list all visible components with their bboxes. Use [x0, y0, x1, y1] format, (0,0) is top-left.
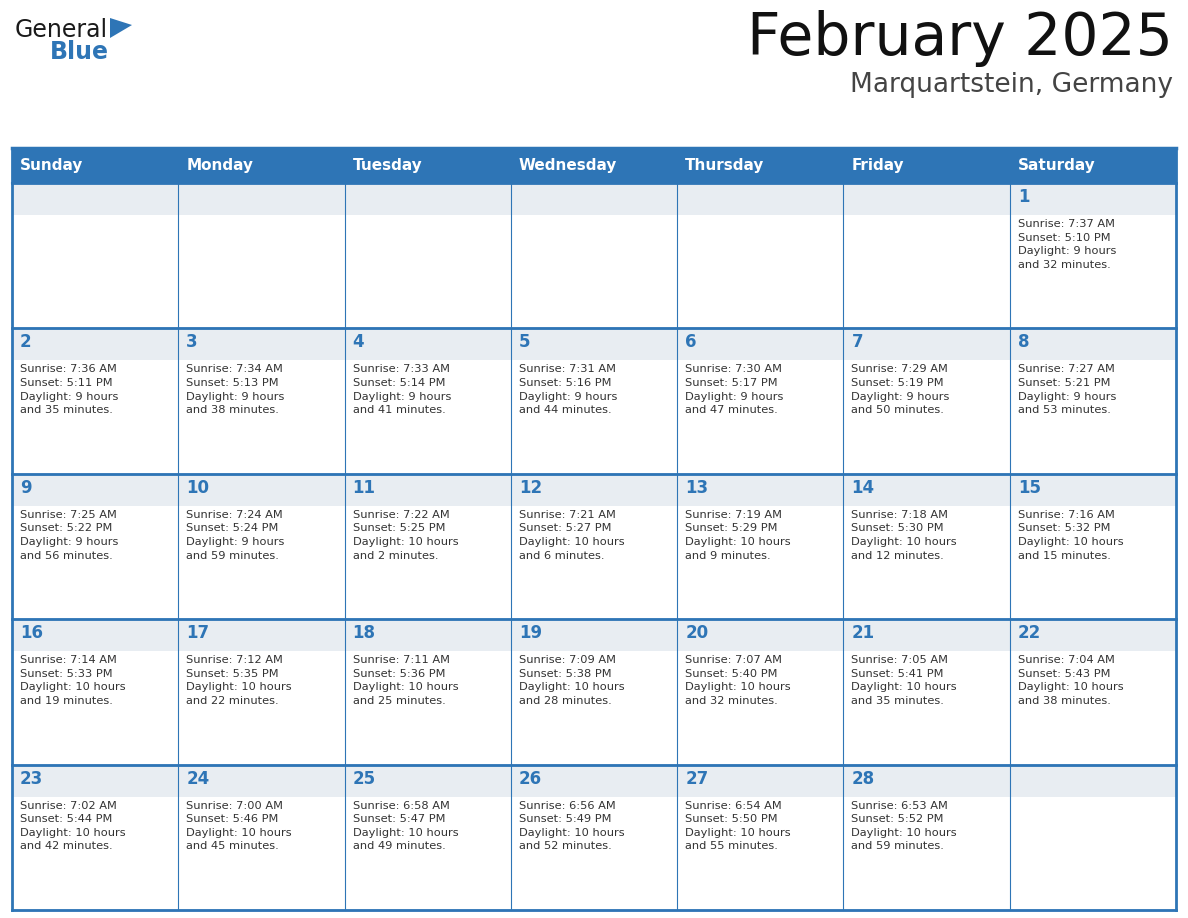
- Text: Sunrise: 7:12 AM
Sunset: 5:35 PM
Daylight: 10 hours
and 22 minutes.: Sunrise: 7:12 AM Sunset: 5:35 PM Dayligh…: [187, 655, 292, 706]
- Text: Sunrise: 7:30 AM
Sunset: 5:17 PM
Daylight: 9 hours
and 47 minutes.: Sunrise: 7:30 AM Sunset: 5:17 PM Dayligh…: [685, 364, 784, 415]
- Text: 14: 14: [852, 479, 874, 497]
- Bar: [12, 183, 1176, 215]
- Text: Sunrise: 6:58 AM
Sunset: 5:47 PM
Daylight: 10 hours
and 49 minutes.: Sunrise: 6:58 AM Sunset: 5:47 PM Dayligh…: [353, 800, 459, 851]
- Text: Sunrise: 7:19 AM
Sunset: 5:29 PM
Daylight: 10 hours
and 9 minutes.: Sunrise: 7:19 AM Sunset: 5:29 PM Dayligh…: [685, 509, 791, 561]
- Bar: [12, 329, 1176, 361]
- Text: Saturday: Saturday: [1018, 158, 1095, 173]
- Text: 27: 27: [685, 769, 708, 788]
- Text: Sunrise: 7:18 AM
Sunset: 5:30 PM
Daylight: 10 hours
and 12 minutes.: Sunrise: 7:18 AM Sunset: 5:30 PM Dayligh…: [852, 509, 958, 561]
- Text: 3: 3: [187, 333, 198, 352]
- Text: General: General: [15, 18, 108, 42]
- Text: Sunrise: 7:29 AM
Sunset: 5:19 PM
Daylight: 9 hours
and 50 minutes.: Sunrise: 7:29 AM Sunset: 5:19 PM Dayligh…: [852, 364, 949, 415]
- Text: Sunrise: 7:04 AM
Sunset: 5:43 PM
Daylight: 10 hours
and 38 minutes.: Sunrise: 7:04 AM Sunset: 5:43 PM Dayligh…: [1018, 655, 1124, 706]
- Bar: [12, 588, 1176, 620]
- Text: Monday: Monday: [187, 158, 253, 173]
- Text: 16: 16: [20, 624, 43, 643]
- Text: 18: 18: [353, 624, 375, 643]
- Bar: [12, 620, 1176, 651]
- Text: 28: 28: [852, 769, 874, 788]
- Bar: [12, 297, 1176, 329]
- Text: Sunday: Sunday: [20, 158, 83, 173]
- Text: Sunrise: 7:02 AM
Sunset: 5:44 PM
Daylight: 10 hours
and 42 minutes.: Sunrise: 7:02 AM Sunset: 5:44 PM Dayligh…: [20, 800, 126, 851]
- Text: Sunrise: 7:09 AM
Sunset: 5:38 PM
Daylight: 10 hours
and 28 minutes.: Sunrise: 7:09 AM Sunset: 5:38 PM Dayligh…: [519, 655, 625, 706]
- Text: 21: 21: [852, 624, 874, 643]
- Text: Sunrise: 7:34 AM
Sunset: 5:13 PM
Daylight: 9 hours
and 38 minutes.: Sunrise: 7:34 AM Sunset: 5:13 PM Dayligh…: [187, 364, 285, 415]
- Text: 23: 23: [20, 769, 43, 788]
- Text: Wednesday: Wednesday: [519, 158, 618, 173]
- Text: Sunrise: 7:11 AM
Sunset: 5:36 PM
Daylight: 10 hours
and 25 minutes.: Sunrise: 7:11 AM Sunset: 5:36 PM Dayligh…: [353, 655, 459, 706]
- Text: 25: 25: [353, 769, 375, 788]
- Text: Sunrise: 7:22 AM
Sunset: 5:25 PM
Daylight: 10 hours
and 2 minutes.: Sunrise: 7:22 AM Sunset: 5:25 PM Dayligh…: [353, 509, 459, 561]
- Text: 15: 15: [1018, 479, 1041, 497]
- Text: Friday: Friday: [852, 158, 904, 173]
- Text: Tuesday: Tuesday: [353, 158, 422, 173]
- Bar: [12, 733, 1176, 765]
- Text: Sunrise: 7:16 AM
Sunset: 5:32 PM
Daylight: 10 hours
and 15 minutes.: Sunrise: 7:16 AM Sunset: 5:32 PM Dayligh…: [1018, 509, 1124, 561]
- Text: 6: 6: [685, 333, 696, 352]
- Text: 26: 26: [519, 769, 542, 788]
- Text: Sunrise: 6:56 AM
Sunset: 5:49 PM
Daylight: 10 hours
and 52 minutes.: Sunrise: 6:56 AM Sunset: 5:49 PM Dayligh…: [519, 800, 625, 851]
- Text: Thursday: Thursday: [685, 158, 765, 173]
- Text: 11: 11: [353, 479, 375, 497]
- Text: Sunrise: 7:37 AM
Sunset: 5:10 PM
Daylight: 9 hours
and 32 minutes.: Sunrise: 7:37 AM Sunset: 5:10 PM Dayligh…: [1018, 219, 1116, 270]
- Text: 17: 17: [187, 624, 209, 643]
- Text: Sunrise: 7:05 AM
Sunset: 5:41 PM
Daylight: 10 hours
and 35 minutes.: Sunrise: 7:05 AM Sunset: 5:41 PM Dayligh…: [852, 655, 958, 706]
- Text: 19: 19: [519, 624, 542, 643]
- Text: Sunrise: 7:07 AM
Sunset: 5:40 PM
Daylight: 10 hours
and 32 minutes.: Sunrise: 7:07 AM Sunset: 5:40 PM Dayligh…: [685, 655, 791, 706]
- Text: 9: 9: [20, 479, 32, 497]
- Text: Sunrise: 6:53 AM
Sunset: 5:52 PM
Daylight: 10 hours
and 59 minutes.: Sunrise: 6:53 AM Sunset: 5:52 PM Dayligh…: [852, 800, 958, 851]
- Bar: [12, 878, 1176, 910]
- Text: Sunrise: 7:14 AM
Sunset: 5:33 PM
Daylight: 10 hours
and 19 minutes.: Sunrise: 7:14 AM Sunset: 5:33 PM Dayligh…: [20, 655, 126, 706]
- Text: 2: 2: [20, 333, 32, 352]
- Text: Sunrise: 7:33 AM
Sunset: 5:14 PM
Daylight: 9 hours
and 41 minutes.: Sunrise: 7:33 AM Sunset: 5:14 PM Dayligh…: [353, 364, 451, 415]
- Text: Marquartstein, Germany: Marquartstein, Germany: [849, 72, 1173, 98]
- Text: February 2025: February 2025: [747, 10, 1173, 67]
- Text: 4: 4: [353, 333, 365, 352]
- Bar: [12, 442, 1176, 474]
- Text: 10: 10: [187, 479, 209, 497]
- Bar: [12, 765, 1176, 797]
- Bar: [12, 474, 1176, 506]
- Text: 20: 20: [685, 624, 708, 643]
- Text: Sunrise: 7:27 AM
Sunset: 5:21 PM
Daylight: 9 hours
and 53 minutes.: Sunrise: 7:27 AM Sunset: 5:21 PM Dayligh…: [1018, 364, 1116, 415]
- Text: 5: 5: [519, 333, 530, 352]
- Text: 22: 22: [1018, 624, 1041, 643]
- Text: Sunrise: 6:54 AM
Sunset: 5:50 PM
Daylight: 10 hours
and 55 minutes.: Sunrise: 6:54 AM Sunset: 5:50 PM Dayligh…: [685, 800, 791, 851]
- Text: Sunrise: 7:36 AM
Sunset: 5:11 PM
Daylight: 9 hours
and 35 minutes.: Sunrise: 7:36 AM Sunset: 5:11 PM Dayligh…: [20, 364, 119, 415]
- Text: 1: 1: [1018, 188, 1029, 206]
- Text: 12: 12: [519, 479, 542, 497]
- Text: Sunrise: 7:31 AM
Sunset: 5:16 PM
Daylight: 9 hours
and 44 minutes.: Sunrise: 7:31 AM Sunset: 5:16 PM Dayligh…: [519, 364, 618, 415]
- Polygon shape: [110, 18, 132, 38]
- Text: Sunrise: 7:21 AM
Sunset: 5:27 PM
Daylight: 10 hours
and 6 minutes.: Sunrise: 7:21 AM Sunset: 5:27 PM Dayligh…: [519, 509, 625, 561]
- Text: 24: 24: [187, 769, 209, 788]
- Text: 7: 7: [852, 333, 862, 352]
- Bar: [12, 148, 1176, 183]
- Text: Sunrise: 7:24 AM
Sunset: 5:24 PM
Daylight: 9 hours
and 59 minutes.: Sunrise: 7:24 AM Sunset: 5:24 PM Dayligh…: [187, 509, 285, 561]
- Text: 8: 8: [1018, 333, 1029, 352]
- Text: Sunrise: 7:00 AM
Sunset: 5:46 PM
Daylight: 10 hours
and 45 minutes.: Sunrise: 7:00 AM Sunset: 5:46 PM Dayligh…: [187, 800, 292, 851]
- Text: 13: 13: [685, 479, 708, 497]
- Text: Blue: Blue: [50, 40, 109, 64]
- Text: Sunrise: 7:25 AM
Sunset: 5:22 PM
Daylight: 9 hours
and 56 minutes.: Sunrise: 7:25 AM Sunset: 5:22 PM Dayligh…: [20, 509, 119, 561]
